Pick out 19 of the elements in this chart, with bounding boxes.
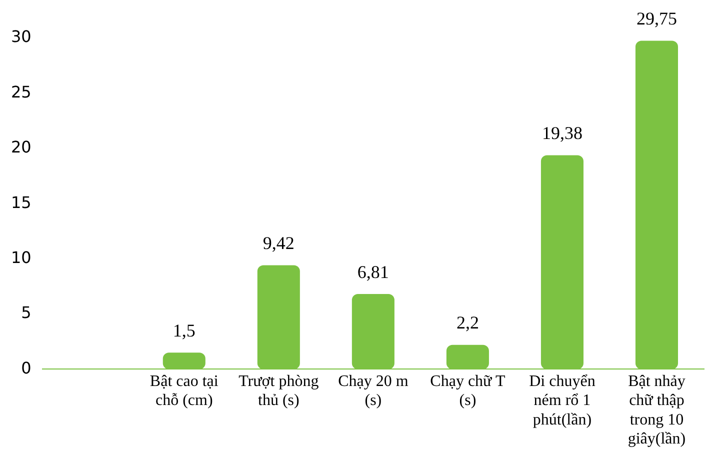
x-tick-label: Trượt phòng thủ (s) [238, 373, 319, 410]
data-label: 2,2 [456, 312, 479, 333]
data-label: 6,81 [357, 262, 389, 282]
x-tick-label: Chạy 20 m (s) [338, 373, 409, 410]
y-tick-label: 0 [21, 358, 32, 378]
data-label: 9,42 [262, 232, 294, 253]
y-tick-label: 10 [11, 248, 32, 267]
x-tick-label: Bật cao tại chỗ (cm) [150, 373, 219, 410]
y-tick-label: 20 [11, 138, 32, 157]
y-tick-label: 30 [11, 27, 32, 46]
x-tick-label: Di chuyển ném rổ 1 phút(lần) [529, 373, 596, 428]
y-tick-label: 25 [11, 82, 32, 102]
x-tick-label: Bật nhảy chữ thập trong 10 giây(lần) [628, 373, 686, 448]
data-label: 29,75 [636, 8, 677, 28]
data-label: 1,5 [172, 320, 196, 340]
x-tick-label: Chạy chữ T (s) [430, 373, 506, 410]
y-tick-label: 5 [21, 303, 32, 322]
y-tick-label: 15 [11, 192, 32, 212]
data-label: 19,38 [542, 122, 582, 143]
